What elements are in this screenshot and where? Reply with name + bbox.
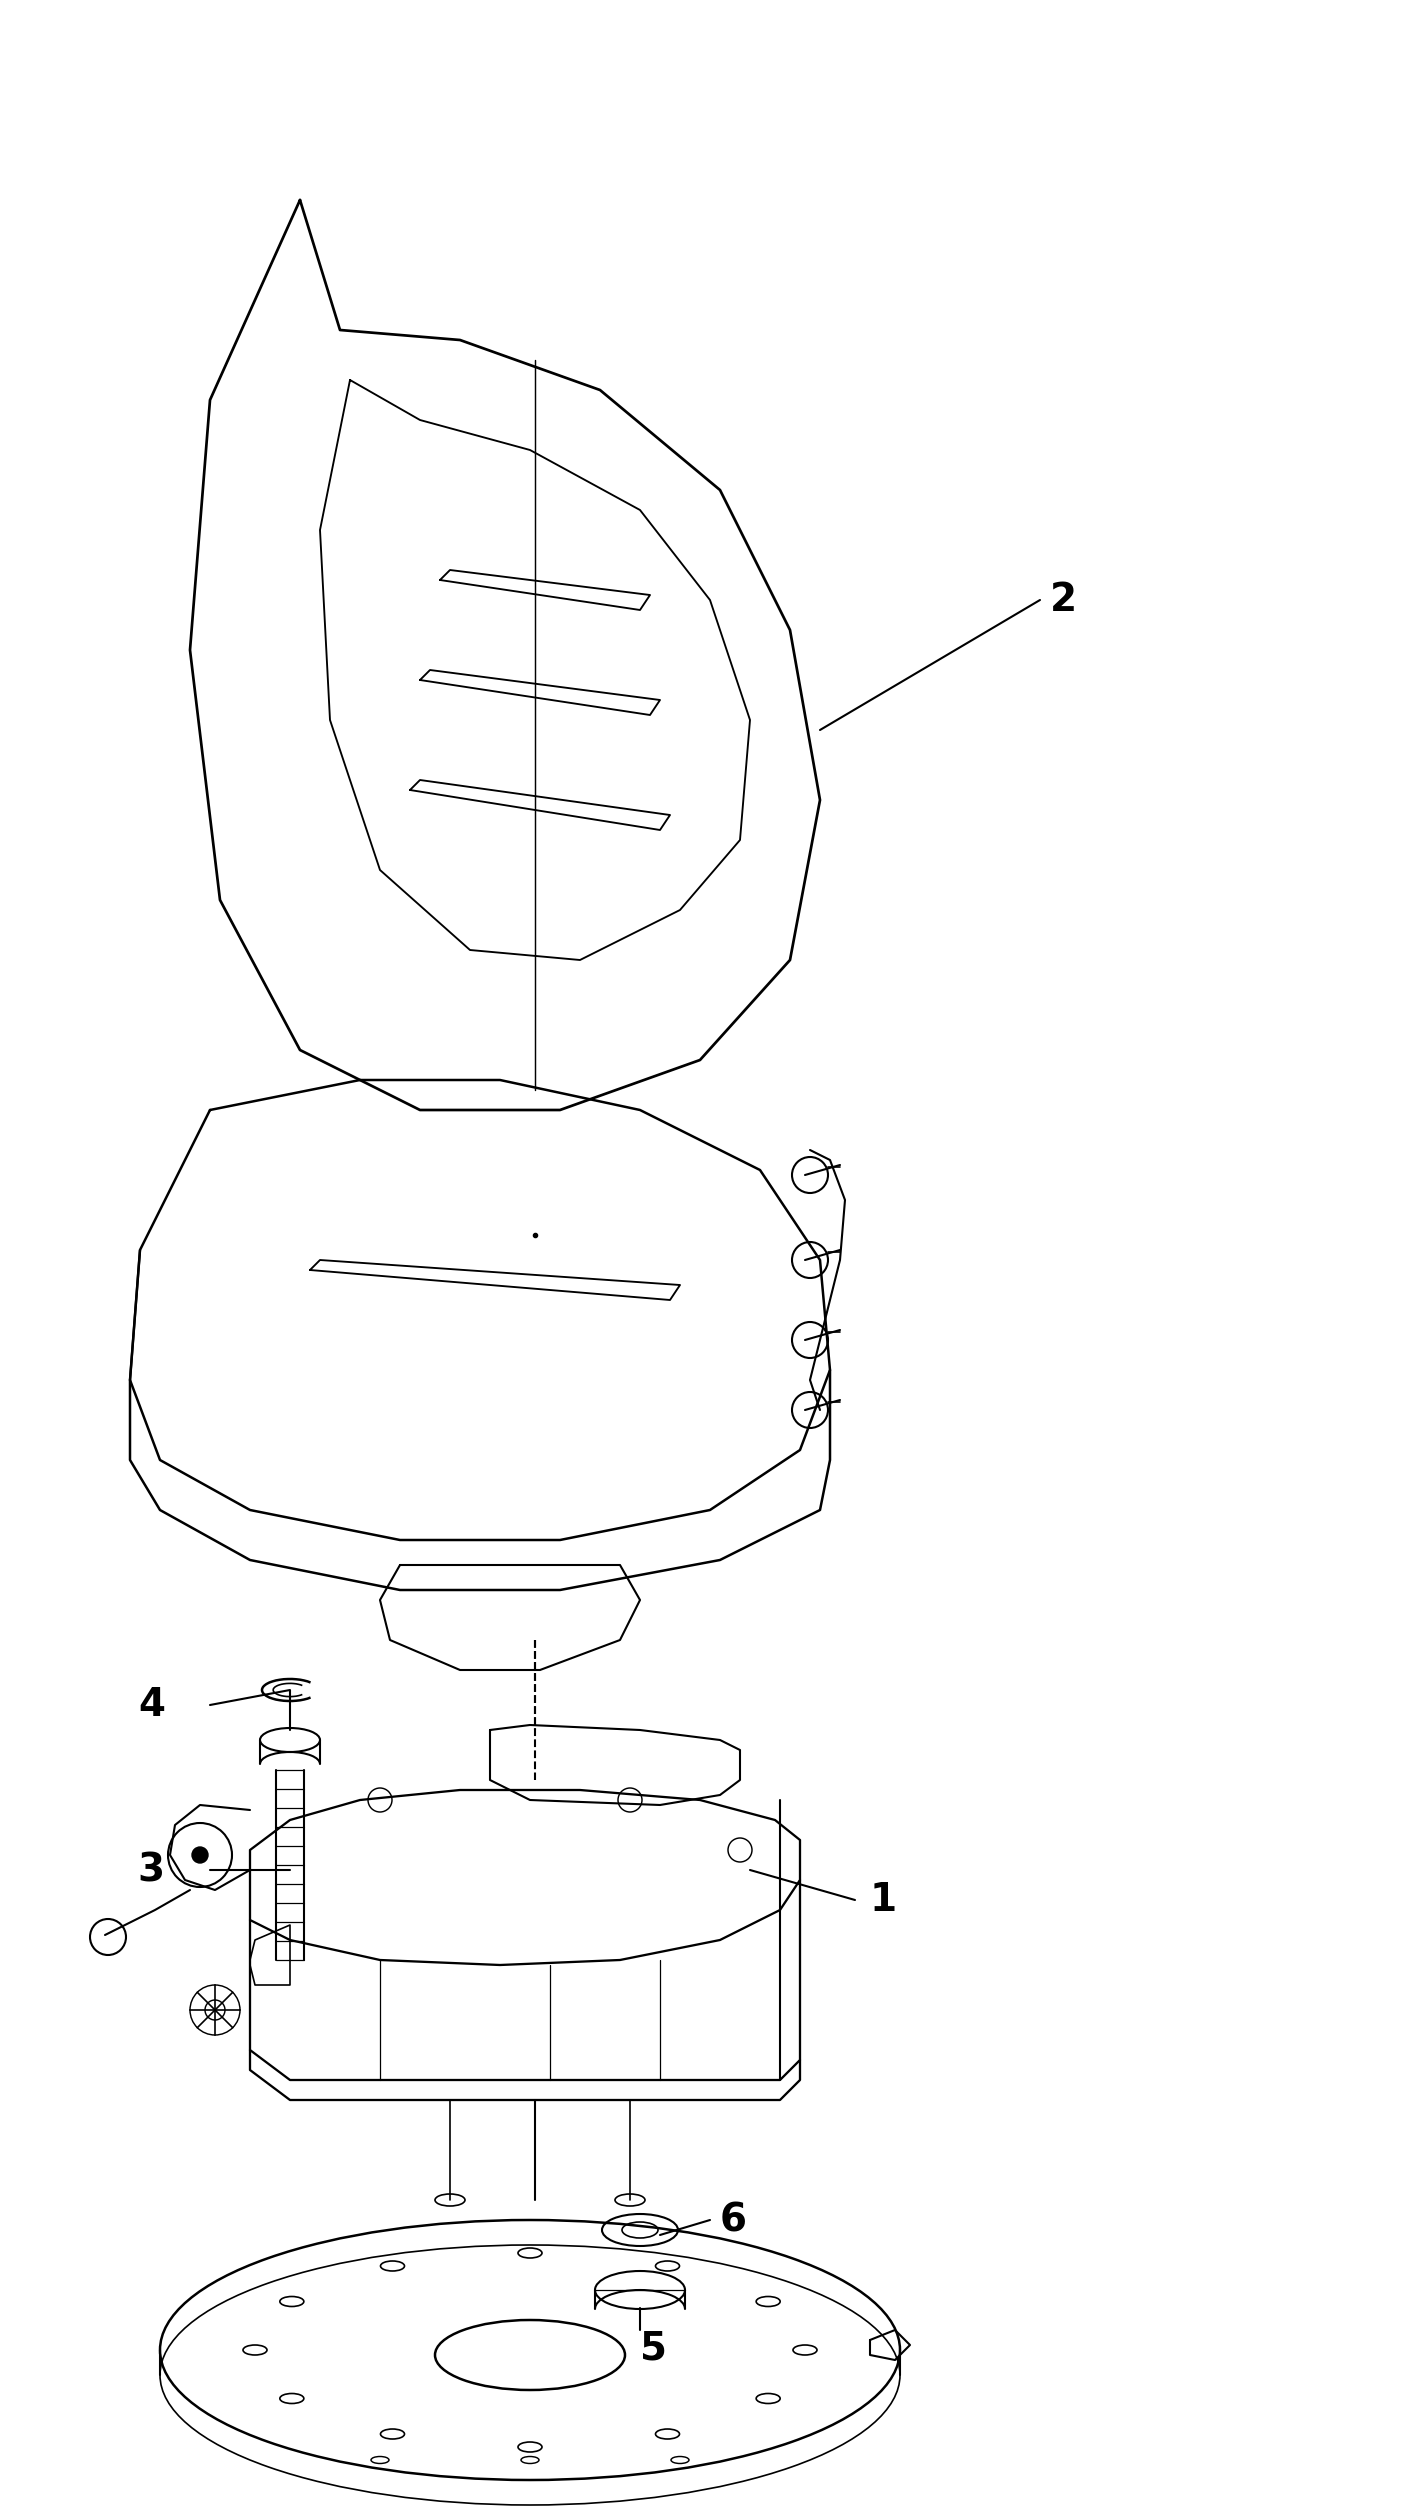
Text: 3: 3: [137, 1851, 165, 1889]
Text: 5: 5: [639, 2331, 667, 2369]
Text: 1: 1: [871, 1881, 897, 1919]
Text: 2: 2: [1050, 580, 1077, 618]
Text: 6: 6: [721, 2201, 747, 2238]
Text: 4: 4: [137, 1686, 165, 1723]
Circle shape: [192, 1846, 207, 1864]
